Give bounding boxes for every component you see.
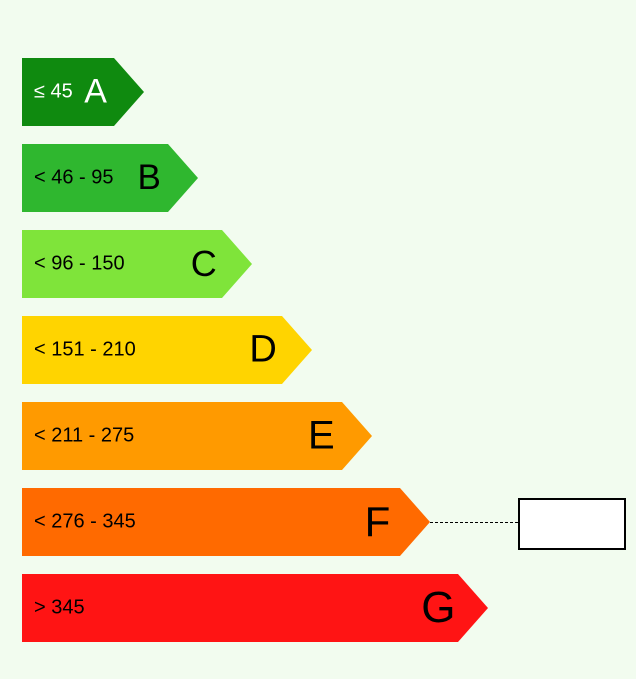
rating-bar-body <box>22 574 458 642</box>
rating-range-label: < 151 - 210 <box>34 339 136 362</box>
rating-range-label: < 96 - 150 <box>34 253 125 276</box>
rating-range-label: < 276 - 345 <box>34 511 136 534</box>
rating-range-label: < 211 - 275 <box>34 425 134 448</box>
rating-bar-arrow <box>400 488 430 556</box>
callout-connector <box>430 522 518 523</box>
rating-letter: B <box>138 158 161 198</box>
callout-value-box <box>518 498 626 550</box>
rating-range-label: < 46 - 95 <box>34 167 114 190</box>
rating-letter: F <box>365 498 391 546</box>
rating-range-label: ≤ 45 <box>34 81 73 104</box>
rating-letter: G <box>421 583 455 633</box>
rating-bar-arrow <box>458 574 488 642</box>
rating-letter: A <box>84 73 107 112</box>
rating-bar-arrow <box>222 230 252 298</box>
rating-letter: C <box>191 243 217 285</box>
rating-bar-arrow <box>282 316 312 384</box>
rating-range-label: > 345 <box>34 597 85 620</box>
energy-rating-chart: ≤ 45 A < 46 - 95 B < 96 - 150 C < 151 - 210 D < … <box>0 0 636 679</box>
rating-bar-arrow <box>168 144 198 212</box>
rating-bar-arrow <box>342 402 372 470</box>
rating-letter: E <box>308 414 335 459</box>
rating-bar-arrow <box>114 58 144 126</box>
rating-letter: D <box>249 329 276 372</box>
